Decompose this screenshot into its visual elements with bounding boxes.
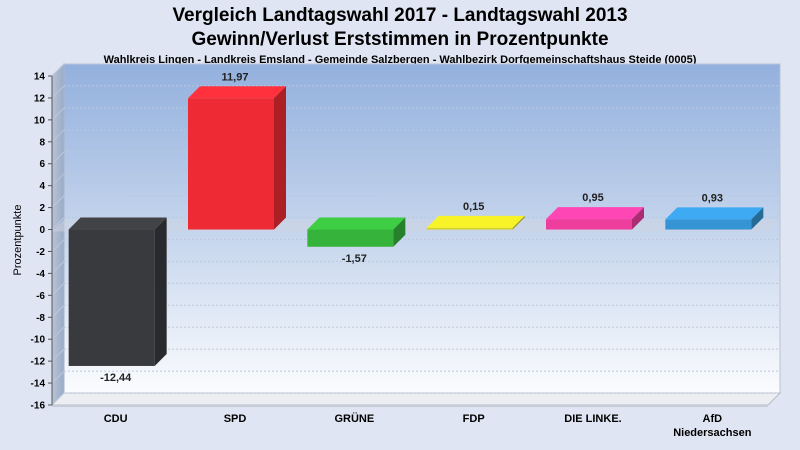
value-label: -1,57 — [342, 253, 367, 265]
grid-line-side — [51, 173, 65, 187]
value-label: 0,93 — [702, 192, 723, 204]
bar-side — [154, 217, 167, 366]
plot-side-wall — [51, 62, 65, 407]
y-tick-label: 10 — [34, 115, 46, 126]
bar — [188, 86, 286, 230]
bar-top — [426, 215, 525, 228]
bar-front — [188, 98, 274, 230]
grid-line-side — [51, 261, 65, 274]
grid-line-side — [51, 239, 65, 252]
y-tick-label: 4 — [39, 181, 45, 192]
bar — [546, 207, 644, 230]
x-category-label: DIE LINKE. — [564, 413, 621, 425]
bar-top — [665, 207, 764, 220]
grid-line-side — [51, 370, 65, 384]
y-tick-label: -6 — [36, 291, 45, 302]
x-category-label: CDU — [104, 413, 128, 425]
grid-line-side — [51, 392, 65, 406]
value-label: 11,97 — [222, 71, 249, 83]
bar-front — [665, 219, 752, 230]
chart-subtitle: Gewinn/Verlust Erststimmen in Prozentpun… — [191, 29, 609, 50]
y-tick-label: 0 — [39, 225, 45, 236]
grid-line-side — [51, 85, 65, 99]
x-category-label: GRÜNE — [334, 412, 374, 425]
y-tick-label: -4 — [36, 269, 45, 280]
y-tick-label: -8 — [36, 313, 45, 324]
bar-top — [188, 86, 286, 99]
grid-line-side — [51, 326, 65, 340]
y-tick-label: -2 — [36, 247, 45, 258]
value-label: 0,95 — [582, 192, 603, 204]
plot-floor — [50, 392, 782, 406]
bar-side — [274, 86, 286, 230]
grid-line-side — [51, 151, 65, 165]
grid-line-side — [51, 107, 65, 121]
bar — [426, 215, 525, 230]
value-label: 0,15 — [463, 201, 484, 213]
bar-front — [426, 227, 513, 230]
y-tick-label: 8 — [39, 137, 45, 148]
y-tick-label: 2 — [39, 203, 45, 214]
y-tick-label: -14 — [31, 379, 46, 390]
grid-line-side — [51, 304, 65, 318]
y-tick-label: 6 — [39, 159, 45, 170]
y-tick-label: -16 — [31, 401, 46, 412]
bar — [68, 217, 167, 366]
bar-top — [68, 217, 167, 230]
y-tick-label: -10 — [31, 335, 46, 346]
bar-top — [546, 207, 644, 220]
plot-floor-edge — [52, 405, 768, 407]
grid-line-side — [51, 217, 65, 230]
grid-line-side — [51, 195, 65, 208]
y-tick-label: 14 — [34, 72, 46, 83]
x-category-label: Niedersachsen — [673, 427, 752, 439]
bar-side — [632, 207, 644, 230]
chart-title: Vergleich Landtagswahl 2017 - Landtagswa… — [172, 5, 628, 26]
bar-top — [307, 217, 406, 230]
bar-side — [512, 215, 525, 230]
y-tick-label: 12 — [34, 93, 46, 104]
y-tick-label: -12 — [31, 357, 46, 368]
bar — [665, 207, 764, 230]
value-label: -12,44 — [100, 372, 132, 384]
bar-side — [751, 207, 764, 230]
x-category-label: SPD — [224, 413, 247, 425]
bar-front — [68, 229, 155, 366]
x-category-label: FDP — [463, 413, 485, 425]
bar-side — [393, 217, 406, 247]
x-category-label: AfD — [703, 413, 723, 425]
bar-front — [546, 219, 632, 230]
chart-location: Wahlkreis Lingen - Landkreis Emsland - G… — [103, 54, 697, 66]
grid-line-side — [51, 129, 65, 143]
grid-line-side — [51, 282, 65, 296]
bar-front — [307, 229, 394, 247]
bar — [307, 217, 406, 247]
grid-line-side — [51, 63, 65, 77]
grid-line-side — [51, 348, 65, 362]
